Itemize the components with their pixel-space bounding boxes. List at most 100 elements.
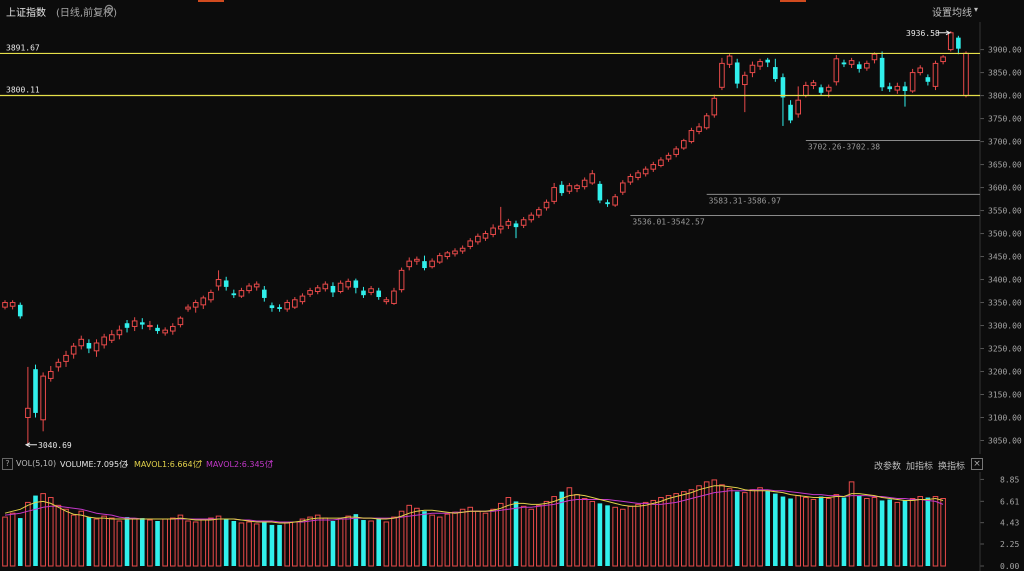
candle-up[interactable] <box>299 295 306 303</box>
candle-down[interactable] <box>330 285 336 293</box>
volume-bar-down[interactable] <box>856 495 862 566</box>
candle-up[interactable] <box>581 179 588 188</box>
volume-bar-up[interactable] <box>459 508 466 567</box>
chevron-down-icon[interactable]: ▾ <box>973 5 978 14</box>
volume-bar-down[interactable] <box>765 490 770 566</box>
candle-up[interactable] <box>864 62 870 69</box>
volume-bar-up[interactable] <box>246 521 252 567</box>
volume-bar-up[interactable] <box>383 521 390 567</box>
candle-up[interactable] <box>192 302 199 308</box>
volume-bar-down[interactable] <box>605 505 610 566</box>
volume-bar-up[interactable] <box>314 514 321 567</box>
volume-bar-up[interactable] <box>101 515 107 567</box>
volume-bar-up[interactable] <box>528 508 535 567</box>
volume-bar-up[interactable] <box>2 516 8 567</box>
volume-bar-up[interactable] <box>909 498 916 567</box>
candle-up[interactable] <box>551 187 557 202</box>
volume-bar-down[interactable] <box>559 491 565 566</box>
volume-bar-up[interactable] <box>497 502 504 567</box>
candle-up[interactable] <box>749 64 756 74</box>
candle-down[interactable] <box>231 293 237 296</box>
volume-bar-up[interactable] <box>650 499 657 567</box>
candle-down[interactable] <box>353 280 359 288</box>
volume-bar-down[interactable] <box>780 496 786 566</box>
volume-bar-down[interactable] <box>773 493 778 566</box>
candle-down[interactable] <box>902 86 908 91</box>
volume-bar-down[interactable] <box>361 520 366 566</box>
candle-up[interactable] <box>688 130 695 143</box>
candle-up[interactable] <box>681 140 687 149</box>
candle-up[interactable] <box>742 74 748 86</box>
candle-up[interactable] <box>490 227 496 235</box>
volume-bar-up[interactable] <box>9 512 16 567</box>
volume-bar-down[interactable] <box>841 497 847 566</box>
candle-down[interactable] <box>879 57 885 88</box>
volume-bar-down[interactable] <box>269 524 275 566</box>
candle-up[interactable] <box>696 126 702 132</box>
candle-up[interactable] <box>795 99 802 115</box>
volume-bar-up[interactable] <box>566 487 573 567</box>
volume-bar-up[interactable] <box>307 516 313 567</box>
candle-up[interactable] <box>406 260 413 268</box>
volume-bar-down[interactable] <box>223 519 229 566</box>
volume-bar-up[interactable] <box>192 521 199 567</box>
candle-up[interactable] <box>894 85 901 91</box>
volume-bar-down[interactable] <box>353 514 359 566</box>
candle-up[interactable] <box>337 282 344 292</box>
volume-bar-up[interactable] <box>398 510 405 567</box>
volume-bar-up[interactable] <box>55 504 62 567</box>
candle-up[interactable] <box>116 329 123 336</box>
volume-bar-up[interactable] <box>543 500 550 567</box>
candle-down[interactable] <box>376 290 382 298</box>
candle-up[interactable] <box>803 84 809 97</box>
set-ma-button[interactable]: 设置均线 <box>932 8 972 19</box>
candle-up[interactable] <box>292 299 298 308</box>
candle-up[interactable] <box>398 269 405 291</box>
candle-up[interactable] <box>619 182 626 193</box>
volume-bar-down[interactable] <box>788 498 793 567</box>
candle-up[interactable] <box>574 185 580 189</box>
candle-up[interactable] <box>566 185 573 192</box>
candle-up[interactable] <box>162 329 168 334</box>
volume-bar-up[interactable] <box>482 512 489 567</box>
volume-bar-up[interactable] <box>635 503 641 567</box>
candle-up[interactable] <box>131 320 138 327</box>
volume-bar-up[interactable] <box>40 493 46 567</box>
candle-up[interactable] <box>719 62 725 88</box>
volume-bar-down[interactable] <box>818 496 824 566</box>
candle-up[interactable] <box>612 196 618 206</box>
candle-up[interactable] <box>703 115 710 129</box>
volume-bar-up[interactable] <box>93 518 100 567</box>
candle-up[interactable] <box>383 299 390 303</box>
candle-up[interactable] <box>940 56 946 63</box>
candle-down[interactable] <box>124 323 130 328</box>
candle-down[interactable] <box>856 64 862 69</box>
candle-up[interactable] <box>505 221 512 226</box>
candle-up[interactable] <box>963 52 969 97</box>
volume-bar-up[interactable] <box>429 514 435 567</box>
candle-up[interactable] <box>25 407 31 419</box>
volume-bar-up[interactable] <box>673 493 679 567</box>
candle-up[interactable] <box>726 55 733 65</box>
volume-bar-down[interactable] <box>422 511 427 566</box>
candle-down[interactable] <box>269 305 275 309</box>
volume-bar-up[interactable] <box>932 496 939 567</box>
candle-up[interactable] <box>658 159 664 166</box>
volume-bar-up[interactable] <box>467 506 474 567</box>
volume-bar-up[interactable] <box>505 497 512 567</box>
candle-up[interactable] <box>848 60 855 65</box>
candle-up[interactable] <box>429 260 435 268</box>
volume-bar-up[interactable] <box>284 522 290 567</box>
candle-up[interactable] <box>147 325 153 328</box>
volume-bar-up[interactable] <box>627 505 634 567</box>
volume-bar-up[interactable] <box>719 484 725 567</box>
volume-bar-up[interactable] <box>63 508 69 567</box>
volume-bar-up[interactable] <box>940 498 946 567</box>
candle-down[interactable] <box>155 327 160 332</box>
candle-up[interactable] <box>414 258 420 262</box>
candle-up[interactable] <box>589 173 596 184</box>
volume-bar-up[interactable] <box>574 494 580 567</box>
volume-bar-up[interactable] <box>696 485 702 567</box>
volume-bar-up[interactable] <box>185 520 191 567</box>
volume-bar-up[interactable] <box>162 518 168 567</box>
